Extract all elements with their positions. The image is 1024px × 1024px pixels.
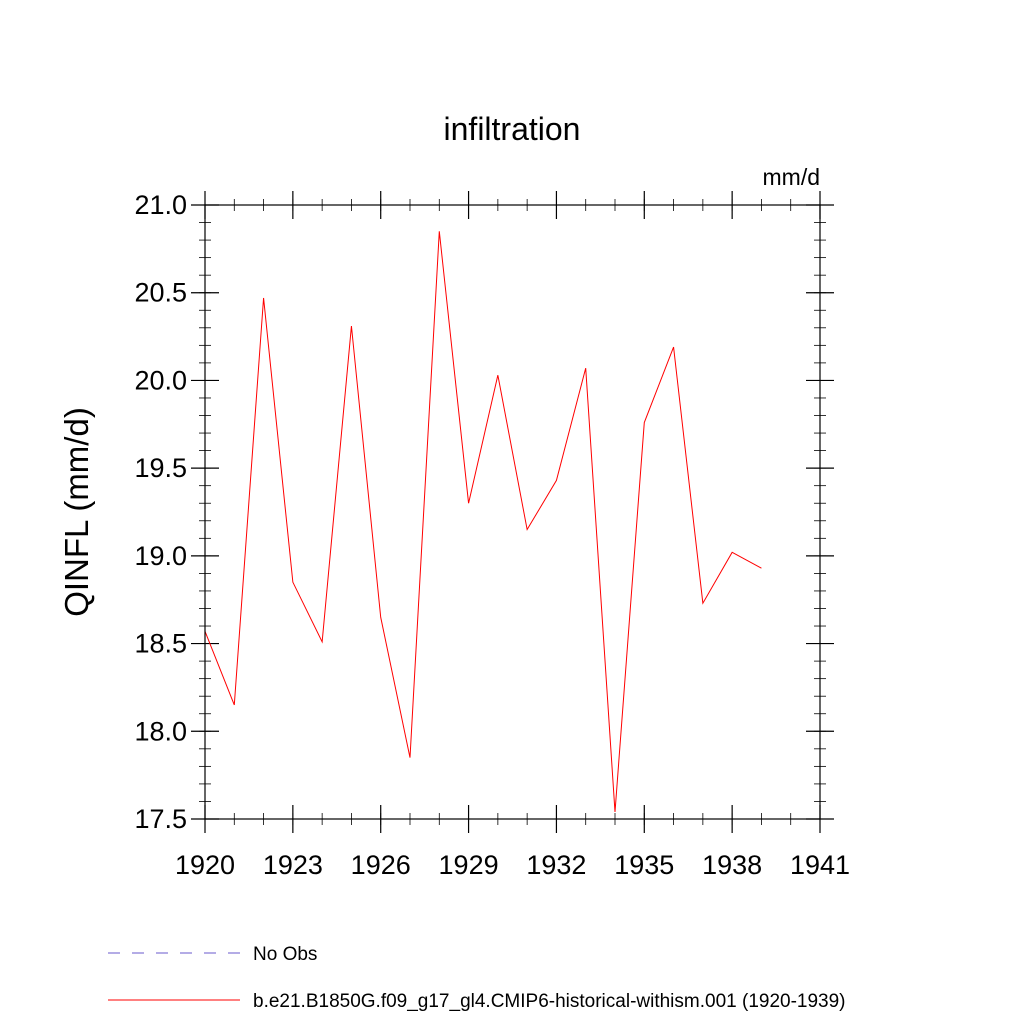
series-line-0 — [204, 231, 762, 813]
legend: No Obs b.e21.B1850G.f09_g17_gl4.CMIP6-hi… — [108, 944, 846, 1012]
y-tick-label: 21.0 — [134, 190, 187, 220]
tick-labels: 17.5 18.0 18.5 19.0 19.5 20.0 20.5 21.0 1920 1923… — [134, 190, 850, 880]
legend-label-model-run: b.e21.B1850G.f09_g17_gl4.CMIP6-historica… — [253, 991, 846, 1012]
y-tick-label: 20.0 — [134, 365, 187, 395]
x-tick-label: 1926 — [351, 850, 411, 880]
y-axis-label: QINFL (mm/d) — [58, 407, 95, 617]
y-tick-label: 18.0 — [134, 716, 187, 746]
x-tick-label: 1929 — [439, 850, 499, 880]
x-tick-label: 1932 — [526, 850, 586, 880]
x-tick-label: 1923 — [263, 850, 323, 880]
y-tick-label: 17.5 — [134, 804, 187, 834]
chart-title: infiltration — [444, 111, 581, 147]
units-label: mm/d — [763, 164, 821, 190]
x-tick-label: 1941 — [790, 850, 850, 880]
x-tick-label: 1935 — [614, 850, 674, 880]
x-tick-label: 1920 — [175, 850, 235, 880]
y-tick-label: 18.5 — [134, 629, 187, 659]
legend-label-no-obs: No Obs — [253, 944, 317, 965]
y-tick-label: 19.5 — [134, 453, 187, 483]
y-tick-label: 20.5 — [134, 278, 187, 308]
plot-frame — [204, 204, 821, 820]
y-tick-label: 19.0 — [134, 541, 187, 571]
x-tick-label: 1938 — [702, 850, 762, 880]
series-layer — [204, 231, 762, 813]
